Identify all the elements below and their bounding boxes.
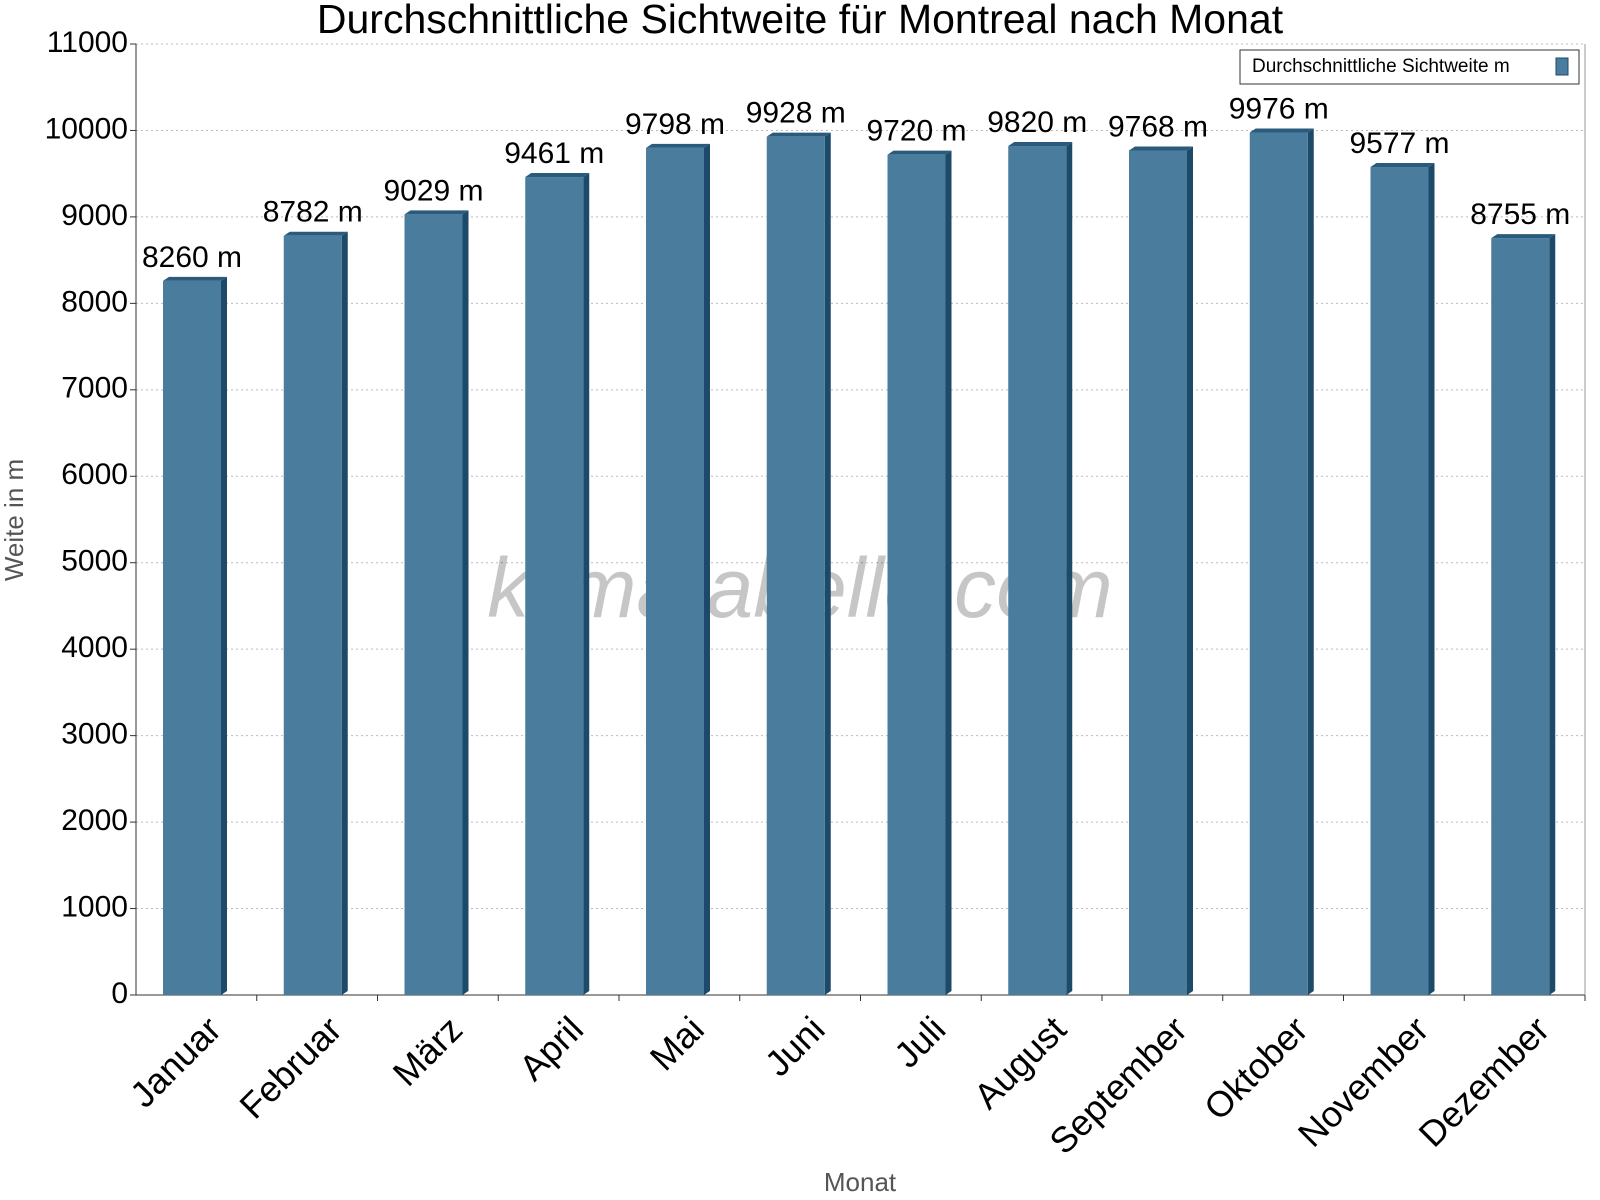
legend-swatch xyxy=(1555,57,1569,76)
bar-top xyxy=(1249,128,1314,133)
bar-top xyxy=(887,150,952,155)
bar-side xyxy=(945,150,952,996)
bar-top xyxy=(1491,234,1556,239)
bar xyxy=(1370,167,1429,996)
bar-side xyxy=(824,132,831,996)
data-label: 9976 m xyxy=(1229,92,1329,125)
y-tick-label: 1000 xyxy=(61,890,128,923)
data-label: 9798 m xyxy=(625,108,725,141)
data-label: 9820 m xyxy=(987,106,1087,139)
bar-top xyxy=(1008,142,1073,147)
y-tick-label: 5000 xyxy=(61,545,128,578)
bar xyxy=(525,177,584,996)
bar-side xyxy=(704,143,710,996)
bar xyxy=(404,214,463,995)
y-tick-label: 6000 xyxy=(61,458,128,491)
bar-side xyxy=(462,210,469,995)
y-axis-title: Weite in m xyxy=(0,459,29,581)
data-label: 9029 m xyxy=(383,174,483,207)
data-label: 9461 m xyxy=(504,137,604,170)
bar-side xyxy=(1066,142,1073,995)
x-axis-title: Monat xyxy=(824,1167,897,1197)
x-tick-label: März xyxy=(385,1008,471,1094)
bar xyxy=(766,136,825,996)
x-tick-label: Februar xyxy=(231,1008,349,1126)
y-tick-label: 10000 xyxy=(45,112,128,145)
y-tick-label: 3000 xyxy=(61,718,128,751)
bar xyxy=(1008,146,1067,995)
x-tick-label: Mai xyxy=(642,1008,712,1078)
bar xyxy=(887,154,946,996)
legend: Durchschnittliche Sichtweite m xyxy=(1239,49,1580,85)
bar xyxy=(1491,238,1550,995)
data-label: 9768 m xyxy=(1108,110,1208,143)
y-tick-label: 2000 xyxy=(61,804,128,837)
x-tick-label: November xyxy=(1290,1008,1436,1154)
bar-top xyxy=(1370,163,1435,168)
data-label: 9577 m xyxy=(1349,127,1449,160)
y-tick-label: 4000 xyxy=(61,631,128,664)
bar-side xyxy=(1187,146,1193,996)
bar xyxy=(1129,150,1187,996)
bar xyxy=(1249,132,1308,996)
data-label: 9928 m xyxy=(746,97,846,130)
data-label: 8782 m xyxy=(263,196,363,229)
chart-title: Durchschnittliche Sichtweite für Montrea… xyxy=(317,0,1284,42)
bar xyxy=(283,235,342,996)
bar-top xyxy=(525,173,590,178)
x-tick-label: Oktober xyxy=(1196,1008,1316,1128)
y-tick-label: 11000 xyxy=(47,26,128,59)
bar-top xyxy=(1129,146,1193,151)
bar-top xyxy=(283,231,348,236)
data-label: 9720 m xyxy=(866,115,966,148)
bar-top xyxy=(404,210,469,215)
bar-side xyxy=(583,173,590,996)
y-tick-label: 9000 xyxy=(61,199,128,232)
x-tick-label: August xyxy=(966,1008,1074,1116)
bar xyxy=(163,280,221,995)
data-label: 8755 m xyxy=(1470,198,1570,231)
x-tick-label: April xyxy=(511,1008,591,1088)
bar-top xyxy=(766,132,831,137)
x-tick-label: Januar xyxy=(122,1008,229,1115)
y-tick-label: 7000 xyxy=(61,372,128,405)
bar-side xyxy=(221,276,227,995)
bar-side xyxy=(341,231,348,996)
bar xyxy=(646,147,704,996)
bar-side xyxy=(1428,163,1435,996)
y-tick-label: 8000 xyxy=(61,285,128,318)
x-tick-label: Juli xyxy=(886,1008,953,1075)
bar-top xyxy=(646,143,710,148)
bar-side xyxy=(1549,234,1556,995)
y-tick-label: 0 xyxy=(111,977,128,1010)
x-tick-label: Juni xyxy=(757,1008,833,1084)
data-label: 8260 m xyxy=(142,241,242,274)
legend-label: Durchschnittliche Sichtweite m xyxy=(1252,56,1510,77)
x-tick-label: Dezember xyxy=(1411,1008,1557,1154)
bar-top xyxy=(163,276,227,281)
legend-box xyxy=(1239,49,1580,85)
bar-side xyxy=(1307,128,1314,996)
